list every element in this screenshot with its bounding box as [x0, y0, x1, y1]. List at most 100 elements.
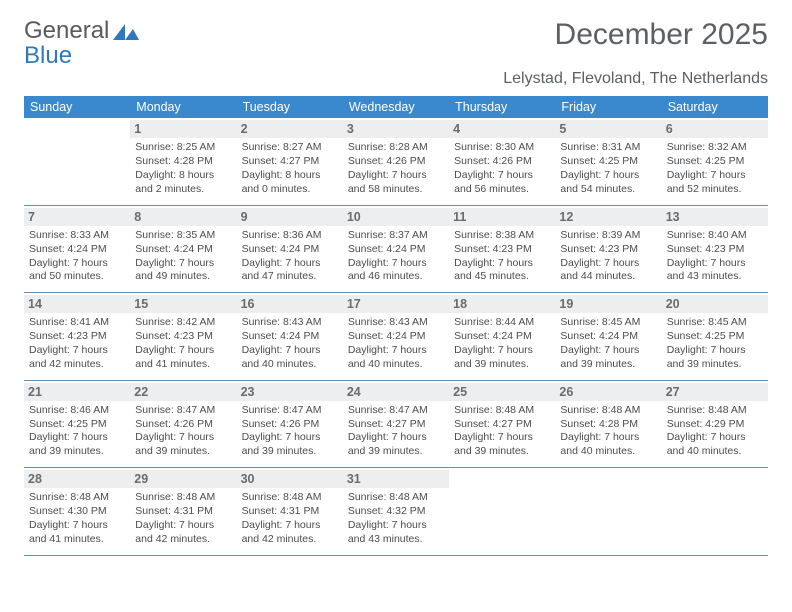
calendar-cell-content: Sunrise: 8:28 AMSunset: 4:26 PMDaylight:… [348, 141, 444, 196]
calendar-cell: 6Sunrise: 8:32 AMSunset: 4:25 PMDaylight… [662, 118, 768, 204]
calendar-weeks: .1Sunrise: 8:25 AMSunset: 4:28 PMDayligh… [24, 118, 768, 555]
calendar-cell-line: Daylight: 7 hours [560, 431, 656, 445]
calendar-cell: . [449, 468, 555, 554]
calendar-day-number: 21 [24, 383, 130, 401]
calendar-cell: 19Sunrise: 8:45 AMSunset: 4:24 PMDayligh… [555, 293, 661, 379]
calendar-day-header: Friday [555, 96, 661, 118]
calendar-cell: 10Sunrise: 8:37 AMSunset: 4:24 PMDayligh… [343, 206, 449, 292]
calendar-cell-line: Sunrise: 8:30 AM [454, 141, 550, 155]
calendar-cell-line: and 40 minutes. [667, 445, 763, 459]
calendar-cell-line: Daylight: 8 hours [242, 169, 338, 183]
calendar-cell-line: Sunrise: 8:25 AM [135, 141, 231, 155]
calendar-cell-line: and 40 minutes. [348, 358, 444, 372]
calendar-cell-line: Sunrise: 8:43 AM [242, 316, 338, 330]
calendar-cell-line: Sunset: 4:24 PM [29, 243, 125, 257]
calendar-cell: 29Sunrise: 8:48 AMSunset: 4:31 PMDayligh… [130, 468, 236, 554]
calendar-cell-line: Daylight: 7 hours [667, 431, 763, 445]
calendar-cell-line: Sunrise: 8:36 AM [242, 229, 338, 243]
calendar: SundayMondayTuesdayWednesdayThursdayFrid… [24, 96, 768, 555]
calendar-cell-line: and 39 minutes. [135, 445, 231, 459]
calendar-day-headers: SundayMondayTuesdayWednesdayThursdayFrid… [24, 96, 768, 118]
calendar-cell-line: Sunset: 4:24 PM [242, 330, 338, 344]
calendar-cell-content: Sunrise: 8:44 AMSunset: 4:24 PMDaylight:… [454, 316, 550, 371]
calendar-cell-line: Sunset: 4:27 PM [348, 418, 444, 432]
calendar-cell-line: Sunrise: 8:47 AM [242, 404, 338, 418]
calendar-cell-line: Sunrise: 8:43 AM [348, 316, 444, 330]
calendar-cell-line: Daylight: 7 hours [560, 257, 656, 271]
calendar-cell-line: Daylight: 7 hours [560, 169, 656, 183]
calendar-cell-line: Sunset: 4:23 PM [454, 243, 550, 257]
calendar-cell-content: Sunrise: 8:36 AMSunset: 4:24 PMDaylight:… [242, 229, 338, 284]
calendar-cell-line: Daylight: 7 hours [667, 344, 763, 358]
calendar-cell-line: Sunrise: 8:39 AM [560, 229, 656, 243]
calendar-cell-line: Sunset: 4:25 PM [667, 155, 763, 169]
calendar-cell-line: Sunrise: 8:40 AM [667, 229, 763, 243]
calendar-day-number: 30 [237, 470, 343, 488]
calendar-cell-content: Sunrise: 8:33 AMSunset: 4:24 PMDaylight:… [29, 229, 125, 284]
calendar-day-number: 18 [449, 295, 555, 313]
calendar-cell: 22 Sunrise: 8:47 AMSunset: 4:26 PMDayligh… [130, 381, 236, 467]
calendar-cell-line: Sunset: 4:23 PM [135, 330, 231, 344]
calendar-cell-line: Sunrise: 8:44 AM [454, 316, 550, 330]
calendar-cell-line: and 43 minutes. [667, 270, 763, 284]
calendar-cell-line: Daylight: 7 hours [135, 344, 231, 358]
calendar-cell-line: Sunset: 4:31 PM [135, 505, 231, 519]
calendar-day-number: 23 [237, 383, 343, 401]
calendar-cell-line: Sunset: 4:27 PM [454, 418, 550, 432]
calendar-cell-line: Sunrise: 8:42 AM [135, 316, 231, 330]
calendar-cell-line: Daylight: 7 hours [454, 344, 550, 358]
calendar-cell-content: Sunrise: 8:43 AMSunset: 4:24 PMDaylight:… [348, 316, 444, 371]
calendar-cell-content: Sunrise: 8:37 AMSunset: 4:24 PMDaylight:… [348, 229, 444, 284]
calendar-day-number: 22 [130, 383, 236, 401]
calendar-cell: 13Sunrise: 8:40 AMSunset: 4:23 PMDayligh… [662, 206, 768, 292]
calendar-day-number: 17 [343, 295, 449, 313]
calendar-cell-line: Sunrise: 8:41 AM [29, 316, 125, 330]
calendar-day-number: 13 [662, 208, 768, 226]
calendar-cell: 9Sunrise: 8:36 AMSunset: 4:24 PMDaylight… [237, 206, 343, 292]
calendar-cell-content: Sunrise: 8:47 AMSunset: 4:26 PMDaylight:… [242, 404, 338, 459]
calendar-cell-line: Sunset: 4:26 PM [454, 155, 550, 169]
calendar-cell-line: Sunset: 4:23 PM [667, 243, 763, 257]
calendar-day-number: 27 [662, 383, 768, 401]
calendar-cell-line: Sunrise: 8:32 AM [667, 141, 763, 155]
calendar-cell-content: Sunrise: 8:47 AMSunset: 4:26 PMDaylight:… [135, 404, 231, 459]
calendar-day-number: 16 [237, 295, 343, 313]
calendar-cell-line: and 45 minutes. [454, 270, 550, 284]
calendar-cell-line: Sunset: 4:24 PM [560, 330, 656, 344]
calendar-cell-content: Sunrise: 8:48 AMSunset: 4:30 PMDaylight:… [29, 491, 125, 546]
page-subtitle: Lelystad, Flevoland, The Netherlands [24, 70, 768, 88]
calendar-cell-line: and 39 minutes. [667, 358, 763, 372]
calendar-cell-line: Sunset: 4:23 PM [29, 330, 125, 344]
calendar-cell: 17 Sunrise: 8:43 AMSunset: 4:24 PMDayligh… [343, 293, 449, 379]
logo-word-2: Blue [24, 42, 72, 69]
calendar-cell-content: Sunrise: 8:25 AMSunset: 4:28 PMDaylight:… [135, 141, 231, 196]
calendar-day-number: 15 [130, 295, 236, 313]
calendar-cell-line: and 39 minutes. [454, 358, 550, 372]
calendar-cell-line: and 58 minutes. [348, 183, 444, 197]
calendar-cell: 27Sunrise: 8:48 AMSunset: 4:29 PMDayligh… [662, 381, 768, 467]
logo-word-1: General [24, 17, 109, 44]
calendar-cell: 3Sunrise: 8:28 AMSunset: 4:26 PMDaylight… [343, 118, 449, 204]
calendar-cell-line: and 39 minutes. [348, 445, 444, 459]
calendar-cell-line: and 2 minutes. [135, 183, 231, 197]
calendar-cell-line: and 49 minutes. [135, 270, 231, 284]
calendar-cell-line: Sunset: 4:31 PM [242, 505, 338, 519]
calendar-day-number: 29 [130, 470, 236, 488]
calendar-cell-content: Sunrise: 8:38 AMSunset: 4:23 PMDaylight:… [454, 229, 550, 284]
calendar-cell-line: and 39 minutes. [29, 445, 125, 459]
calendar-cell: 7 Sunrise: 8:33 AMSunset: 4:24 PMDaylight… [24, 206, 130, 292]
calendar-cell-line: Daylight: 7 hours [29, 431, 125, 445]
calendar-cell-line: and 54 minutes. [560, 183, 656, 197]
calendar-cell-line: and 42 minutes. [242, 533, 338, 547]
calendar-cell-content: Sunrise: 8:30 AMSunset: 4:26 PMDaylight:… [454, 141, 550, 196]
calendar-cell-content: Sunrise: 8:42 AMSunset: 4:23 PMDaylight:… [135, 316, 231, 371]
calendar-cell-line: and 39 minutes. [454, 445, 550, 459]
calendar-cell-line: Sunrise: 8:48 AM [667, 404, 763, 418]
calendar-cell-line: and 56 minutes. [454, 183, 550, 197]
calendar-cell: 16Sunrise: 8:43 AMSunset: 4:24 PMDayligh… [237, 293, 343, 379]
calendar-cell-line: Sunrise: 8:37 AM [348, 229, 444, 243]
calendar-cell-line: Sunrise: 8:48 AM [29, 491, 125, 505]
calendar-cell-line: Sunrise: 8:47 AM [135, 404, 231, 418]
calendar-day-number: 7 [24, 208, 130, 226]
calendar-cell-content: Sunrise: 8:45 AMSunset: 4:24 PMDaylight:… [560, 316, 656, 371]
